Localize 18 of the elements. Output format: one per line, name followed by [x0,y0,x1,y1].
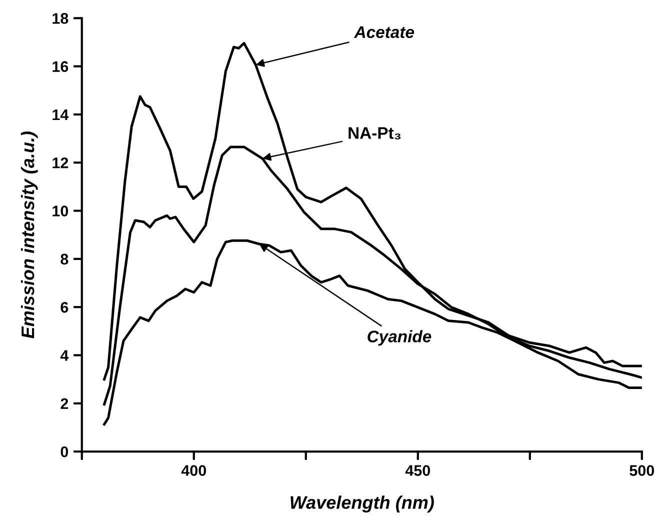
y-tick-label: 6 [60,302,68,313]
y-tick-label: 12 [52,157,68,168]
y-tick-label: 0 [60,446,68,458]
y-tick-label: 8 [60,254,68,265]
x-axis-title: Wavelength (nm) [290,496,434,512]
y-tick-label: 4 [60,350,69,361]
y-tick-label: 2 [60,398,68,409]
x-tick-label: 400 [181,465,206,476]
y-tick-label: 18 [52,13,68,24]
y-tick-label: 10 [52,206,68,216]
y-tick-label: 14 [52,109,69,120]
text: Acetate [354,26,414,38]
series-label: Cyanide [368,330,432,346]
text: NA-Pt₃ [348,127,401,140]
x-tick-label: 450 [405,465,430,476]
x-tick-label: 500 [630,465,654,476]
y-axis-title: Emission intensity (a.u.) [20,132,38,338]
y-tick-label: 16 [52,61,68,72]
